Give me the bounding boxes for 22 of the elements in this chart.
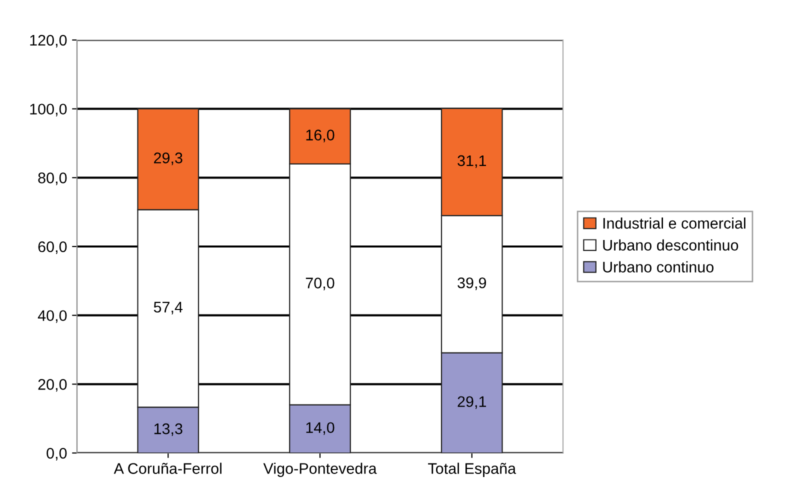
- data-label: 13,3: [154, 423, 182, 436]
- data-label: 29,1: [458, 396, 486, 409]
- data-label: 57,4: [154, 302, 183, 314]
- x-tick-label: Total España: [428, 462, 516, 477]
- data-label: 14,0: [306, 422, 334, 435]
- legend-label: Industrial e comercial: [603, 218, 746, 229]
- data-label: 16,0: [306, 130, 334, 142]
- y-tick-label: 60,0: [38, 241, 67, 254]
- y-tick-label: 20,0: [38, 379, 67, 392]
- data-label: 39,9: [458, 277, 486, 290]
- y-tick-label: 100,0: [30, 104, 67, 116]
- x-tick-label: A Coruña-Ferrol: [114, 462, 222, 474]
- data-label: 70,0: [306, 278, 334, 290]
- data-label: 29,3: [154, 152, 182, 166]
- y-tick-label: 40,0: [38, 310, 67, 323]
- y-tick-label: 80,0: [38, 172, 67, 186]
- data-label: 31,1: [458, 155, 486, 168]
- legend-label: Urbano continuo: [603, 261, 714, 272]
- y-tick-label: 0,0: [46, 448, 67, 460]
- x-tick-label: Vigo-Pontevedra: [263, 462, 377, 477]
- y-tick-label: 120,0: [30, 34, 67, 48]
- legend-label: Urbano descontinuo: [603, 239, 738, 251]
